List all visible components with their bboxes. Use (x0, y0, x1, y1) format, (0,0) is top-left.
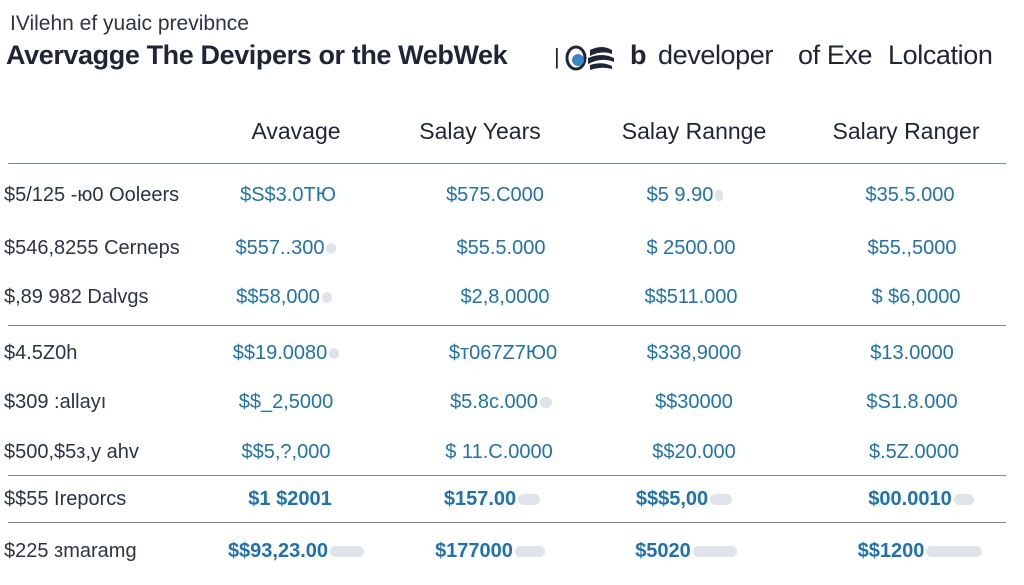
cell-average: $1 $2001 (248, 488, 332, 510)
cell-salary-years: $ 11.С.0000 (445, 441, 553, 463)
row-label: $500,$5з,y ahv (4, 441, 139, 463)
title-part-3: developer (658, 40, 773, 70)
value-pill (321, 292, 332, 304)
value-pill (692, 546, 737, 558)
cell-salary-ranger: $13.0000 (870, 342, 954, 364)
cell-salary-range: $338,9000 (646, 342, 742, 364)
cell-average: $$93,23.00 (226, 540, 366, 563)
cell-salary-years: $2,8,0000 (460, 286, 550, 308)
column-header-salary-range: Salay Rannge (621, 118, 767, 144)
cell-average: $$58,000 (224, 286, 344, 309)
value-pill (326, 243, 337, 255)
cell-salary-range: $5020 (616, 540, 756, 563)
cell-salary-range: $$20.000 (652, 441, 736, 463)
cell-salary-range: $ 2500.00 (646, 237, 736, 259)
row-label: $,89 982 Dalvgs (4, 286, 149, 308)
header-divider (8, 163, 1006, 164)
value-pill (710, 494, 733, 506)
cell-salary-ranger: $55.,5000 (867, 237, 957, 259)
title-part-2: b (630, 40, 647, 70)
cell-average: $557..300 (226, 237, 346, 260)
column-header-salary-ranger: Salary Ranger (832, 118, 980, 144)
value-pill (514, 546, 545, 558)
cell-salary-range: $$30000 (655, 391, 733, 413)
cell-salary-ranger: $35.5.000 (865, 184, 955, 206)
row-label: $$55 Ireporcs (4, 488, 127, 510)
cell-salary-range: $$511.000 (644, 286, 738, 308)
cell-salary-ranger: $S1.8.000 (866, 391, 958, 413)
column-header-average: Avavage (251, 118, 341, 144)
title-part-1: Avervagge The Devipers or the WebWek (6, 40, 508, 70)
cell-salary-years: $5.8с.000 (436, 391, 566, 414)
cell-salary-ranger: $$1200 (840, 540, 1000, 563)
value-pill (715, 190, 724, 202)
cell-salary-range: $$$5,00 (622, 488, 746, 511)
cell-average: $$_2,5000 (238, 391, 334, 413)
section-divider-2 (8, 475, 1006, 476)
cell-salary-ranger: $00.0010 (848, 488, 994, 511)
value-pill (329, 348, 340, 360)
row-label: $225 зmaramg (4, 540, 137, 562)
title-part-4: of Exe (798, 40, 873, 70)
section-divider-1 (8, 325, 1006, 326)
cell-salary-ranger: $.5Z.0000 (868, 441, 960, 463)
section-divider-3 (8, 522, 1006, 523)
row-label: $309 :allayı (4, 391, 107, 413)
svg-text:|: | (554, 44, 560, 69)
logo-icon: | (554, 44, 614, 71)
cell-salary-years: $157.00 (424, 488, 560, 511)
row-label: $4.5Z0h (4, 342, 78, 364)
subtitle: IVilehn ef yuaic previbnce (10, 12, 249, 35)
cell-salary-years: $575.С000 (446, 184, 544, 206)
value-pill (330, 546, 365, 558)
row-label: $5/125 -ю0 Ooleers (4, 184, 180, 206)
cell-salary-ranger: $ $6,0000 (871, 286, 961, 308)
cell-salary-years: $55.5.000 (456, 237, 546, 259)
column-header-salary-years: Salay Years (419, 118, 541, 144)
title-part-5: Lolcation (888, 40, 993, 70)
row-label: $546,8255 Cerneps (4, 237, 180, 259)
value-pill (518, 494, 541, 506)
cell-average: $$19.0080 (226, 342, 346, 365)
value-pill (539, 397, 552, 409)
cell-salary-years: $177000 (420, 540, 560, 563)
value-pill (953, 494, 974, 506)
cell-salary-range: $5 9.90 (630, 184, 740, 207)
cell-average: $S$3.0ТЮ (240, 184, 336, 206)
page-title: Avervagge The Devipers or the WebWek | b… (6, 40, 1016, 76)
cell-average: $$5,?,000 (241, 441, 331, 463)
cell-salary-years: $т067Z7Ю0 (448, 342, 558, 364)
value-pill (926, 546, 983, 558)
